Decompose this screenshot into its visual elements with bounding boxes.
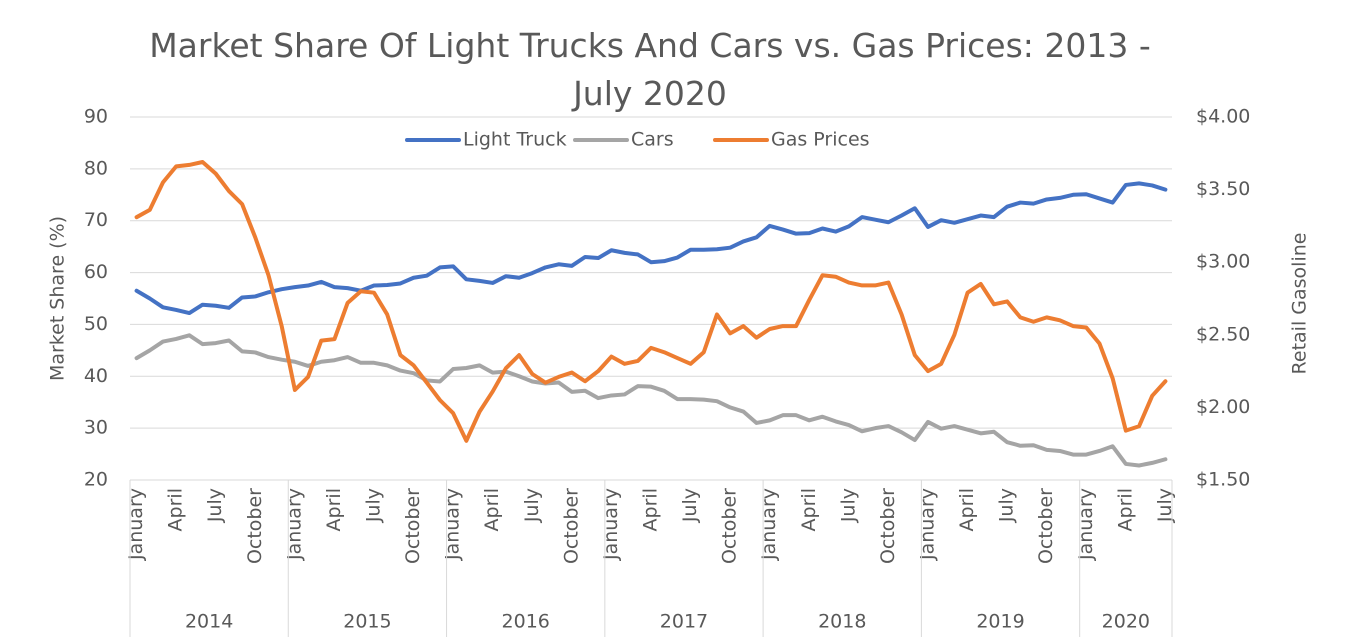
year-label: 2014 [185, 611, 233, 633]
y2-tick-label: $2.00 [1196, 396, 1250, 418]
y-tick-label: 20 [84, 469, 108, 491]
x-tick-label: July [837, 488, 859, 523]
y-axis-label: Market Share (%) [47, 216, 69, 381]
year-label: 2017 [660, 611, 708, 633]
x-tick-label: April [798, 488, 820, 531]
x-tick-label: April [165, 488, 187, 531]
x-tick-label: April [956, 488, 978, 531]
y-tick-label: 50 [84, 313, 108, 335]
series-line [134, 181, 1168, 316]
x-tick-label: April [1114, 488, 1136, 531]
x-tick-label: January [758, 488, 780, 561]
legend-label: Cars [631, 129, 674, 151]
y2-tick-label: $2.50 [1196, 323, 1250, 345]
year-label: 2019 [976, 611, 1024, 633]
x-tick-label: July [996, 488, 1018, 523]
y-tick-label: 90 [84, 106, 108, 128]
x-tick-label: October [402, 488, 424, 564]
x-tick-label: January [600, 488, 622, 561]
y-tick-label: 70 [84, 209, 108, 231]
x-tick-label: January [442, 488, 464, 561]
year-label: 2015 [343, 611, 391, 633]
series-line [134, 160, 1168, 443]
x-tick-label: July [679, 488, 701, 523]
x-tick-label: October [719, 488, 741, 564]
x-tick-label: July [1154, 488, 1176, 523]
y2-tick-label: $4.00 [1196, 106, 1250, 128]
y-tick-label: 30 [84, 417, 108, 439]
x-tick-label: April [481, 488, 503, 531]
year-label: 2020 [1102, 611, 1150, 633]
year-label: 2018 [818, 611, 866, 633]
x-tick-label: October [244, 488, 266, 564]
y-tick-label: 60 [84, 261, 108, 283]
x-tick-label: April [323, 488, 345, 531]
legend-label: Gas Prices [771, 129, 870, 151]
x-tick-label: January [916, 488, 938, 561]
x-tick-label: July [204, 488, 226, 523]
year-label: 2016 [502, 611, 550, 633]
x-tick-label: October [1035, 488, 1057, 564]
x-tick-label: January [1075, 488, 1097, 561]
x-tick-label: July [521, 488, 543, 523]
chart-title: Market Share Of Light Trucks And Cars vs… [149, 26, 1151, 113]
y2-axis-label: Retail Gasoline [1289, 233, 1311, 375]
x-tick-label: January [125, 488, 147, 561]
x-tick-label: October [560, 488, 582, 564]
y-tick-label: 80 [84, 157, 108, 179]
x-tick-label: April [640, 488, 662, 531]
series-line [134, 333, 1168, 468]
y2-tick-label: $3.00 [1196, 251, 1250, 273]
y-tick-label: 40 [84, 365, 108, 387]
x-tick-label: October [877, 488, 899, 564]
x-tick-label: July [363, 488, 385, 523]
y2-tick-label: $3.50 [1196, 178, 1250, 200]
y2-tick-label: $1.50 [1196, 469, 1250, 491]
legend-label: Light Truck [463, 129, 567, 151]
x-tick-label: January [283, 488, 305, 561]
